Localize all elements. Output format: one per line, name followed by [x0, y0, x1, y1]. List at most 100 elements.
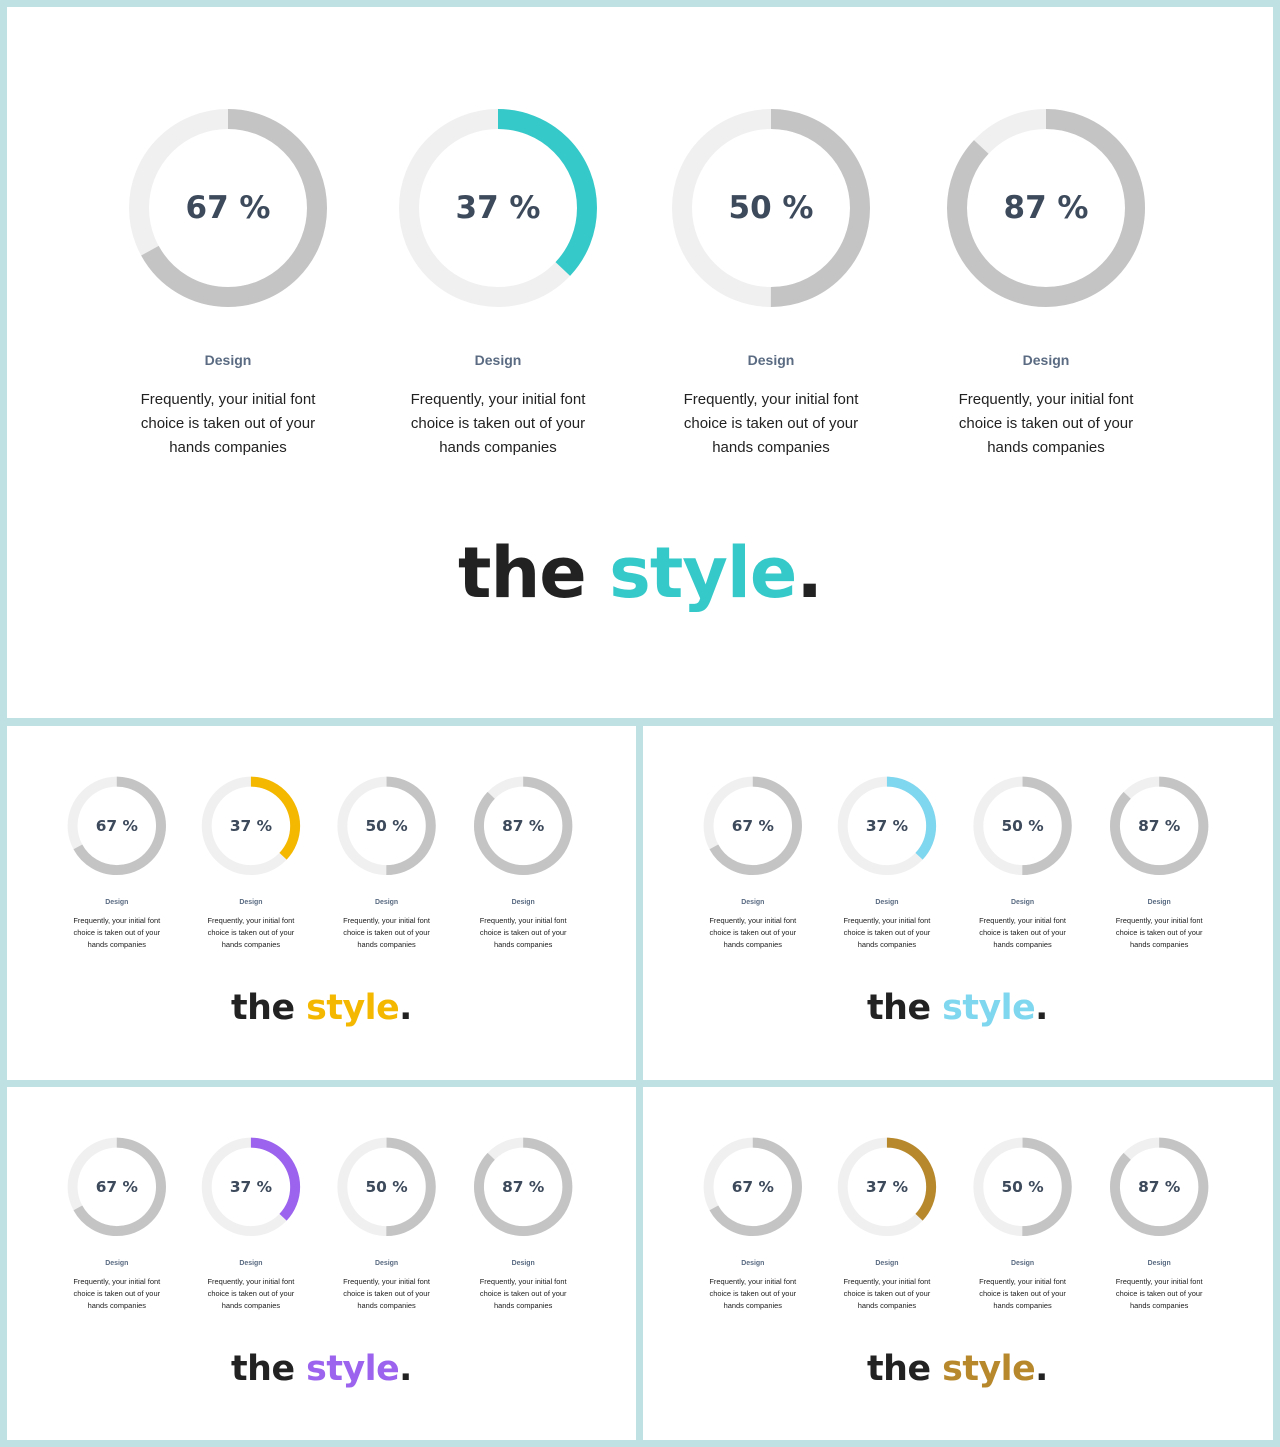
metric-description: Frequently, your initial font choice is …: [843, 1277, 931, 1311]
donut-chart: 50 %: [337, 1137, 436, 1237]
value-label: 37 %: [456, 190, 541, 226]
metric-description: Frequently, your initial font choice is …: [683, 391, 859, 456]
tagline-word-the: the: [867, 986, 931, 1028]
metric-label: Design: [741, 897, 765, 906]
donut-arc: [837, 1137, 937, 1237]
metric-block: 37 % Design Frequently, your initial font …: [822, 1132, 951, 1312]
metric-description: Frequently, your initial font choice is …: [207, 1277, 295, 1311]
tagline-dot: .: [399, 1347, 412, 1389]
donut-arc: [703, 776, 802, 876]
donut-arc: [67, 776, 166, 876]
metric-block: 37 % Design Frequently, your initial font …: [368, 98, 628, 460]
metric-block: 67 % Design Frequently, your initial font …: [52, 771, 181, 951]
slide-1: 67 % Design Frequently, your initial font …: [7, 7, 1273, 718]
metric-description: Frequently, your initial font choice is …: [73, 1277, 161, 1311]
metric-block: 87 % Design Frequently, your initial font …: [1095, 771, 1224, 951]
metric-description: Frequently, your initial font choice is …: [1115, 1277, 1203, 1311]
donut-arc: [129, 109, 327, 307]
tagline-word-the: the: [231, 1347, 295, 1389]
metric-label: Design: [1010, 1258, 1035, 1267]
donut-arc: [399, 109, 597, 307]
metric-description: Frequently, your initial font choice is …: [958, 391, 1134, 456]
metric-description: Frequently, your initial font choice is …: [479, 916, 567, 950]
donut-arc: [337, 1137, 436, 1237]
value-label: 50 %: [729, 190, 814, 226]
metric-description: Frequently, your initial font choice is …: [410, 391, 586, 456]
value-label: 67 %: [96, 1178, 138, 1196]
metric-label: Design: [511, 897, 535, 906]
metric-label: Design: [239, 897, 263, 906]
value-label: 67 %: [732, 1178, 774, 1196]
tagline-word-the: the: [867, 1347, 931, 1389]
metric-block: 87 % Design Frequently, your initial font …: [1095, 1132, 1224, 1312]
metric-description: Frequently, your initial font choice is …: [843, 916, 931, 950]
donut-chart: 37 %: [201, 1137, 301, 1237]
tagline-word-style: style: [942, 986, 1036, 1028]
tagline: the style.: [7, 532, 1273, 614]
donut-chart: 37 %: [399, 109, 597, 307]
tagline-dot: .: [1035, 1347, 1048, 1389]
value-label: 87 %: [502, 1178, 544, 1196]
metric-description: Frequently, your initial font choice is …: [343, 916, 430, 950]
metric-block: 67 % Design Frequently, your initial font …: [688, 1132, 817, 1312]
slide-content: 67 % Design Frequently, your initial font …: [643, 1087, 1272, 1440]
slide-4: 67 % Design Frequently, your initial font …: [7, 1087, 636, 1440]
metric-block: 37 % Design Frequently, your initial font …: [186, 771, 315, 951]
value-label: 37 %: [866, 1178, 908, 1196]
metric-label: Design: [105, 897, 129, 906]
donut-arc: [201, 1137, 301, 1237]
metric-label: Design: [875, 897, 899, 906]
donut-chart: 87 %: [473, 1137, 573, 1237]
metric-block: 37 % Design Frequently, your initial font …: [186, 1132, 315, 1312]
slide-3: 67 % Design Frequently, your initial font …: [643, 726, 1273, 1080]
metric-label: Design: [1147, 897, 1171, 906]
donut-arc: [672, 109, 870, 307]
metric-block: 50 % Design Frequently, your initial font …: [958, 1132, 1087, 1312]
metric-block: 50 % Design Frequently, your initial font …: [322, 1132, 451, 1312]
tagline: the style.: [7, 1348, 636, 1389]
donut-chart: 67 %: [67, 776, 166, 876]
metric-description: Frequently, your initial font choice is …: [479, 1277, 567, 1311]
metric-description: Frequently, your initial font choice is …: [709, 1277, 797, 1311]
donut-chart: 37 %: [837, 776, 937, 876]
donut-chart: 87 %: [1109, 1137, 1209, 1237]
metric-block: 87 % Design Frequently, your initial font …: [459, 771, 588, 951]
metric-label: Design: [875, 1258, 899, 1267]
donut-arc: [973, 776, 1072, 876]
metric-block: 50 % Design Frequently, your initial font …: [958, 771, 1087, 951]
donut-arc: [973, 1137, 1072, 1237]
donut-chart: 50 %: [337, 776, 436, 876]
metric-label: Design: [511, 1258, 535, 1267]
donut-chart: 87 %: [1109, 776, 1209, 876]
donut-arc: [703, 1137, 802, 1237]
metric-label: Design: [374, 1258, 399, 1267]
metric-description: Frequently, your initial font choice is …: [979, 916, 1066, 950]
value-label: 50 %: [1001, 817, 1043, 835]
tagline-word-style: style: [306, 1347, 400, 1389]
metric-description: Frequently, your initial font choice is …: [343, 1277, 430, 1311]
metric-label: Design: [474, 352, 522, 368]
tagline: the style.: [643, 1348, 1272, 1389]
donut-chart: 67 %: [67, 1137, 166, 1237]
metric-block: 67 % Design Frequently, your initial font …: [98, 98, 358, 460]
donut-chart: 67 %: [129, 109, 327, 307]
value-label: 50 %: [365, 817, 407, 835]
value-label: 50 %: [365, 1178, 407, 1196]
donut-chart: 50 %: [672, 109, 870, 307]
slide-content: 67 % Design Frequently, your initial font …: [643, 726, 1272, 1079]
donut-chart: 50 %: [973, 776, 1072, 876]
metric-block: 50 % Design Frequently, your initial font …: [322, 771, 451, 951]
donut-arc: [201, 776, 301, 876]
donut-arc: [947, 109, 1145, 307]
donut-arc: [337, 776, 436, 876]
tagline: the style.: [643, 987, 1272, 1028]
metric-description: Frequently, your initial font choice is …: [1115, 916, 1203, 950]
tagline-word-the: the: [458, 532, 587, 614]
donut-chart: 87 %: [947, 109, 1145, 307]
value-label: 87 %: [1138, 817, 1180, 835]
value-label: 87 %: [502, 817, 544, 835]
value-label: 87 %: [1138, 1178, 1180, 1196]
tagline-word-style: style: [609, 532, 797, 614]
metric-label: Design: [1147, 1258, 1171, 1267]
metric-label: Design: [239, 1258, 263, 1267]
